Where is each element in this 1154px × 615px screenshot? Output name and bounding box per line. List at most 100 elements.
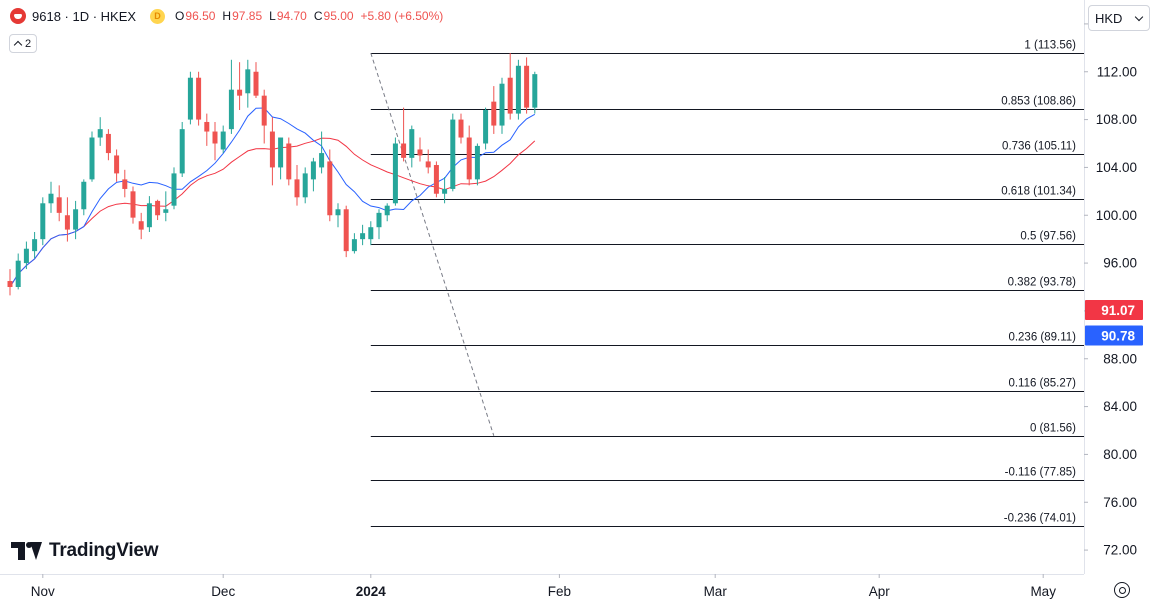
- candle-body: [532, 74, 538, 108]
- candle-body: [310, 161, 316, 180]
- candle-body: [491, 101, 497, 126]
- candle-body: [319, 153, 325, 168]
- tradingview-logo-icon: [11, 542, 43, 560]
- fib-level-label: 0.5 (97.56): [1020, 231, 1076, 243]
- fib-level-label: 0.116 (85.27): [1008, 378, 1076, 390]
- candle-body: [212, 131, 218, 144]
- fib-level-label: -0.236 (74.01): [1004, 513, 1076, 525]
- candle-body: [237, 89, 243, 96]
- tradingview-logo[interactable]: TradingView: [11, 540, 159, 562]
- candle-body: [56, 197, 62, 213]
- y-tick-label: 108.00: [1096, 112, 1137, 127]
- ohlc-close: C95.00: [313, 9, 354, 23]
- candle-body: [48, 193, 54, 204]
- candle-body: [89, 137, 95, 180]
- candle-body: [425, 161, 431, 168]
- candle-body: [138, 221, 144, 230]
- candle-body: [343, 209, 349, 252]
- fib-level-label: 0 (81.56): [1030, 423, 1076, 435]
- fib-level-label: 0.618 (101.34): [1001, 186, 1076, 198]
- candle-body: [360, 233, 366, 240]
- candle-body: [220, 131, 226, 150]
- x-tick-label: Mar: [704, 584, 728, 599]
- symbol-title[interactable]: 9618 · 1D · HKEX: [32, 8, 137, 24]
- ohlc-open: O96.50: [175, 9, 216, 23]
- price-label-text: 91.07: [1101, 303, 1135, 318]
- candle-body: [97, 129, 103, 138]
- y-tick-label: 88.00: [1103, 351, 1137, 366]
- candle-body: [105, 133, 111, 154]
- candle-body: [515, 65, 521, 114]
- candle-body: [466, 137, 472, 180]
- ohlc-low: L94.70: [269, 9, 307, 23]
- indicators-toggle-button[interactable]: 2: [9, 34, 38, 53]
- candle-body: [392, 143, 398, 204]
- candle-body: [15, 260, 21, 287]
- x-tick-label: Apr: [869, 584, 891, 599]
- price-label-ma_slow: [1085, 300, 1143, 321]
- y-tick-label: 84.00: [1103, 399, 1137, 414]
- indicator-count: 2: [25, 37, 32, 50]
- candle-body: [376, 212, 382, 228]
- candle-body: [130, 191, 136, 218]
- candle-body: [196, 77, 202, 120]
- candle-body: [417, 149, 423, 156]
- candle-body: [384, 205, 390, 216]
- chevron-down-icon: [1134, 12, 1144, 21]
- x-tick-label: Feb: [548, 584, 571, 599]
- exchange-logo-icon: [10, 8, 26, 24]
- candle-body: [269, 131, 275, 168]
- y-tick-label: 100.00: [1096, 208, 1137, 223]
- candle-body: [261, 95, 267, 126]
- gear-icon[interactable]: [1114, 582, 1130, 598]
- candle-body: [327, 161, 333, 216]
- candle-body: [294, 179, 300, 198]
- candle-body: [204, 121, 210, 132]
- candle-body: [433, 165, 439, 194]
- y-tick-label: 104.00: [1096, 160, 1137, 175]
- candle-body: [524, 65, 530, 108]
- fib-level-label: 0.853 (108.86): [1001, 96, 1076, 108]
- candle-body: [253, 71, 259, 96]
- candle-body: [114, 155, 120, 174]
- candle-body: [286, 143, 292, 180]
- y-tick-label: 112.00: [1097, 64, 1137, 79]
- candle-body: [64, 215, 70, 230]
- y-tick-label: 76.00: [1103, 495, 1137, 510]
- candle-body: [23, 248, 29, 264]
- fib-trend-line: [370, 52, 495, 436]
- fib-level-label: 0.382 (93.78): [1008, 277, 1077, 289]
- symbol-legend: 9618 · 1D · HKEX D O96.50 H97.85 L94.70 …: [10, 8, 450, 24]
- candle-body: [40, 203, 46, 240]
- candle-body: [368, 227, 374, 240]
- price-change: +5.80 (+6.50%): [360, 9, 444, 23]
- candle-body: [335, 209, 341, 216]
- candle-body: [146, 203, 152, 228]
- candle-body: [409, 129, 415, 158]
- candle-body: [163, 209, 169, 213]
- candle-body: [442, 188, 448, 194]
- candle-body: [499, 83, 505, 126]
- currency-label: HKD: [1095, 10, 1123, 26]
- candle-body: [507, 77, 513, 114]
- currency-select[interactable]: HKD: [1088, 5, 1150, 31]
- candle-body: [458, 119, 464, 138]
- candle-body: [187, 77, 193, 120]
- price-label-ma_fast: [1085, 325, 1143, 346]
- price-label-text: 90.78: [1101, 329, 1135, 344]
- candle-body: [7, 281, 13, 287]
- candle-body: [171, 173, 177, 206]
- candle-body: [73, 209, 79, 230]
- fib-level-label: 0.736 (105.11): [1002, 141, 1076, 153]
- fib-level-label: 0.236 (89.11): [1008, 332, 1076, 344]
- data-source-badge: D: [150, 8, 166, 24]
- candle-body: [245, 69, 251, 94]
- fib-level-label: -0.116 (77.85): [1005, 467, 1077, 479]
- brand-name: TradingView: [49, 540, 159, 561]
- chevron-up-icon: [13, 40, 23, 50]
- candle-body: [81, 181, 87, 210]
- candle-body: [302, 173, 308, 198]
- x-tick-label: Nov: [31, 584, 55, 599]
